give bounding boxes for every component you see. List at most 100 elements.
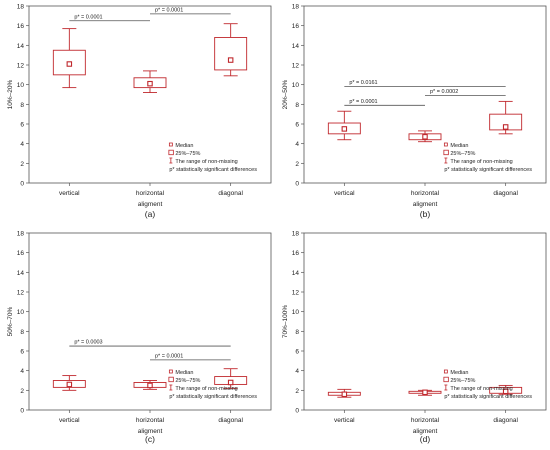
median-marker (227, 379, 234, 386)
panel-label: (b) (420, 209, 431, 219)
y-tick-label: 12 (17, 63, 25, 70)
y-tick-label: 0 (295, 181, 299, 188)
legend: Median 25%–75% The range of non-missing p* … (168, 369, 257, 400)
median-marker (341, 126, 348, 132)
panel-2: 0 2 4 6 8 10 12 14 16 18 20%–50% vertical horizontal… (282, 4, 547, 219)
y-axis-label: 70%–100% (282, 305, 289, 338)
legend: Median 25%–75% The range of non-missing p* … (168, 142, 257, 173)
legend-median-symbol (168, 142, 173, 147)
box-horizontal (133, 380, 167, 390)
y-tick-label: 10 (17, 309, 25, 316)
legend-box-symbol (168, 376, 174, 383)
iqr-box (489, 113, 523, 131)
y-tick-label: 6 (20, 349, 24, 356)
legend-label: p* statistically significant differences (444, 167, 532, 173)
x-tick-label: diagonal (493, 417, 518, 424)
median-marker (341, 391, 348, 398)
y-tick-label: 2 (295, 388, 299, 395)
x-tick-label: horizontal (136, 417, 165, 424)
legend-label: p* statistically significant differences (169, 394, 257, 400)
y-tick-label: 8 (295, 329, 299, 336)
y-tick-label: 18 (292, 231, 300, 238)
y-tick-label: 16 (17, 23, 25, 30)
x-tick-label: diagonal (493, 190, 518, 197)
legend-median-symbol (443, 369, 448, 374)
panel-1: 0 2 4 6 8 10 12 14 16 18 10%–20% vertical horizontal… (7, 4, 272, 219)
panel-3: 0 2 4 6 8 10 12 14 16 18 50%–70% vertical horizontal… (7, 231, 272, 444)
box-diagonal (214, 23, 248, 77)
x-axis-label: aligment (413, 428, 438, 435)
y-tick-label: 8 (20, 329, 24, 336)
box-vertical (52, 28, 86, 89)
legend-median-symbol (168, 369, 173, 374)
x-tick-label: horizontal (411, 417, 440, 424)
legend-box-symbol (443, 376, 449, 383)
legend-label: p* statistically significant differences (444, 394, 532, 400)
median-marker (227, 57, 234, 63)
panel-label: (c) (145, 434, 155, 444)
y-tick-label: 16 (17, 250, 25, 257)
legend-median-symbol (443, 142, 448, 147)
plot-frame (303, 5, 547, 184)
box-diagonal (489, 100, 523, 135)
y-tick-label: 2 (295, 161, 299, 168)
y-tick-label: 6 (295, 122, 299, 129)
median-marker (502, 388, 509, 395)
median-marker (502, 124, 509, 130)
y-tick-label: 4 (295, 141, 299, 148)
y-tick-label: 16 (292, 23, 300, 30)
y-tick-label: 0 (20, 408, 24, 415)
legend-label: Median (450, 143, 468, 149)
y-tick-label: 6 (20, 122, 24, 129)
significance-label: p* = 0.0001 (155, 353, 183, 359)
significance-label: p* = 0.0161 (349, 80, 377, 86)
legend-label: 25%–75% (175, 151, 200, 157)
panel-label: (a) (145, 209, 156, 219)
significance-label: p* = 0.0003 (74, 340, 102, 346)
x-axis-label: aligment (138, 428, 163, 435)
y-tick-label: 18 (17, 4, 25, 11)
y-tick-label: 10 (17, 82, 25, 89)
y-tick-label: 14 (17, 43, 25, 50)
box-horizontal (408, 130, 442, 143)
significance-label: p* = 0.0002 (430, 89, 458, 95)
y-tick-label: 12 (292, 290, 300, 297)
significance-label: p* = 0.0001 (74, 14, 102, 20)
y-tick-label: 18 (17, 231, 25, 238)
significance-label: p* = 0.0001 (349, 99, 377, 105)
median-marker (422, 389, 428, 396)
y-axis-label: 20%–50% (282, 79, 289, 109)
x-tick-label: vertical (59, 190, 80, 197)
legend-box-symbol (443, 149, 449, 156)
x-tick-label: diagonal (218, 417, 243, 424)
x-tick-label: vertical (334, 417, 355, 424)
y-axis-label: 50%–70% (7, 306, 14, 336)
legend-label: The range of non-missing (450, 159, 512, 165)
legend-label: The range of non-missing (450, 386, 512, 392)
y-tick-label: 2 (20, 388, 24, 395)
x-tick-label: vertical (59, 417, 80, 424)
y-tick-label: 4 (295, 368, 299, 375)
legend: Median 25%–75% The range of non-missing p* … (443, 369, 532, 400)
y-tick-label: 12 (292, 63, 300, 70)
legend-label: The range of non-missing (175, 386, 237, 392)
y-tick-label: 12 (17, 290, 25, 297)
median-marker (422, 134, 428, 140)
legend-label: Median (175, 370, 193, 376)
panel-4: 0 2 4 6 8 10 12 14 16 18 70%–100% vertical horizonta… (282, 231, 547, 444)
x-tick-label: horizontal (136, 190, 165, 197)
y-tick-label: 14 (17, 270, 25, 277)
y-tick-label: 0 (295, 408, 299, 415)
x-tick-label: vertical (334, 190, 355, 197)
plot-frame (28, 5, 272, 184)
y-tick-label: 14 (292, 43, 300, 50)
box-vertical (327, 110, 361, 141)
box-diagonal (489, 384, 523, 395)
box-diagonal (214, 368, 248, 389)
legend-label: p* statistically significant differences (169, 167, 257, 173)
iqr-box (214, 37, 248, 71)
box-vertical (52, 375, 86, 391)
panel-label: (d) (420, 434, 431, 444)
legend-label: Median (175, 143, 193, 149)
legend-label: 25%–75% (450, 378, 475, 384)
